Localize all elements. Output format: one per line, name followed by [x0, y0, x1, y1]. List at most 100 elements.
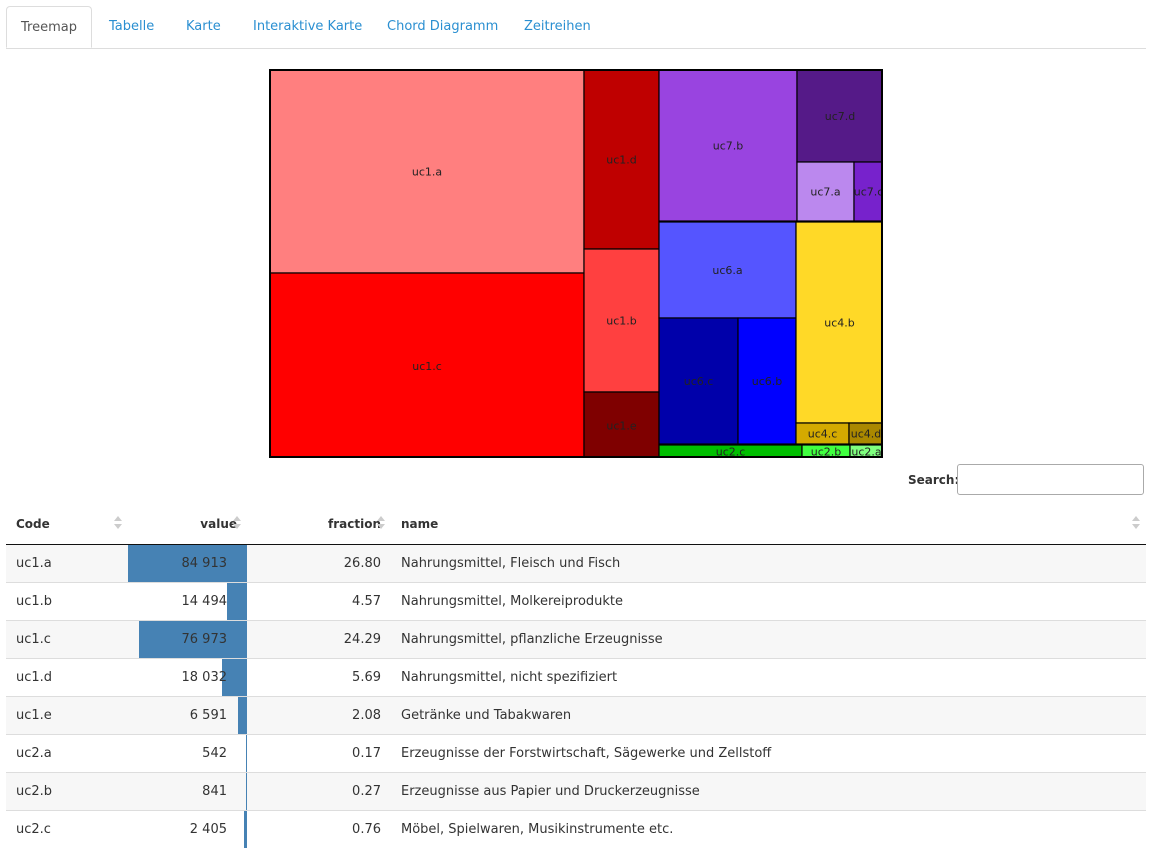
sort-icon: [114, 516, 122, 532]
treemap-cell-uc6-a[interactable]: uc6.a: [659, 222, 796, 318]
tab-zeitreihen[interactable]: Zeitreihen: [524, 6, 591, 48]
value-text: 542: [138, 746, 237, 761]
search-input[interactable]: [957, 464, 1144, 495]
tab-chord-diagramm[interactable]: Chord Diagramm: [387, 6, 498, 48]
name-cell: Erzeugnisse der Forstwirtschaft, Sägewer…: [391, 734, 1146, 772]
value-bar: [238, 697, 247, 734]
code-cell: uc2.c: [6, 810, 128, 848]
treemap-cell-label: uc7.d: [825, 110, 856, 123]
value-text: 841: [138, 784, 237, 799]
name-cell: Nahrungsmittel, Molkereiprodukte: [391, 582, 1146, 620]
treemap-cell-label: uc1.c: [412, 360, 442, 373]
code-cell: uc2.b: [6, 772, 128, 810]
fraction-cell: 24.29: [247, 620, 391, 658]
value-bar: [246, 773, 247, 810]
tab-karte[interactable]: Karte: [186, 6, 221, 48]
data-table: Code value fraction name uc1.a 84 913 26.8…: [6, 504, 1146, 848]
value-cell: 6 591: [128, 696, 247, 734]
treemap-cell-label: uc1.a: [412, 166, 442, 179]
treemap-cell-uc7-a[interactable]: uc7.a: [797, 162, 854, 221]
name-cell: Nahrungsmittel, Fleisch und Fisch: [391, 544, 1146, 582]
code-cell: uc1.c: [6, 620, 128, 658]
name-cell: Möbel, Spielwaren, Musikinstrumente etc.: [391, 810, 1146, 848]
value-cell: 84 913: [128, 544, 247, 582]
treemap-cell-label: uc4.b: [824, 317, 855, 330]
treemap-cell-label: uc6.b: [752, 375, 783, 388]
value-cell: 542: [128, 734, 247, 772]
tab-tabelle[interactable]: Tabelle: [109, 6, 154, 48]
treemap-cell-label: uc6.c: [684, 375, 714, 388]
value-cell: 18 032: [128, 658, 247, 696]
fraction-cell: 0.27: [247, 772, 391, 810]
tab-treemap[interactable]: Treemap: [6, 6, 92, 48]
value-text: 18 032: [138, 670, 237, 685]
fraction-cell: 26.80: [247, 544, 391, 582]
treemap-cell-uc1-e[interactable]: uc1.e: [584, 392, 659, 458]
fraction-cell: 4.57: [247, 582, 391, 620]
treemap-cell-uc6-b[interactable]: uc6.b: [738, 318, 796, 444]
tab-interaktive-karte[interactable]: Interaktive Karte: [253, 6, 362, 48]
name-cell: Nahrungsmittel, pflanzliche Erzeugnisse: [391, 620, 1146, 658]
treemap-cell-label: uc1.d: [606, 154, 637, 167]
value-text: 84 913: [138, 556, 237, 571]
treemap-cell-uc4-c[interactable]: uc4.c: [796, 423, 849, 444]
treemap-cell-uc6-c[interactable]: uc6.c: [659, 318, 738, 444]
treemap-cell-label: uc7.a: [810, 186, 840, 199]
treemap-cell-label: uc1.b: [606, 315, 637, 328]
treemap-cell-label: uc7.c: [854, 186, 883, 199]
column-header-value[interactable]: value: [128, 504, 247, 544]
treemap-cell-uc4-b[interactable]: uc4.b: [796, 222, 883, 423]
fraction-cell: 2.08: [247, 696, 391, 734]
treemap-cell-uc1-a[interactable]: uc1.a: [270, 70, 584, 273]
treemap-cell-label: uc1.e: [606, 420, 637, 433]
code-cell: uc1.b: [6, 582, 128, 620]
code-cell: uc1.a: [6, 544, 128, 582]
value-text: 76 973: [138, 632, 237, 647]
code-cell: uc2.a: [6, 734, 128, 772]
treemap-cell-label: uc4.d: [851, 428, 882, 441]
treemap-cell-uc1-b[interactable]: uc1.b: [584, 249, 659, 392]
treemap-cell-uc7-c[interactable]: uc7.c: [854, 162, 883, 221]
sort-icon: [1132, 516, 1140, 532]
value-cell: 2 405: [128, 810, 247, 848]
code-cell: uc1.d: [6, 658, 128, 696]
fraction-cell: 5.69: [247, 658, 391, 696]
code-cell: uc1.e: [6, 696, 128, 734]
value-cell: 841: [128, 772, 247, 810]
treemap-cell-label: uc4.c: [808, 428, 838, 441]
column-header-fraction[interactable]: fraction: [247, 504, 391, 544]
value-text: 14 494: [138, 594, 237, 609]
treemap-cell-label: uc7.b: [713, 140, 744, 153]
fraction-cell: 0.17: [247, 734, 391, 772]
table-header-row: Code value fraction name: [6, 504, 1146, 544]
column-header-name[interactable]: name: [391, 504, 1146, 544]
fraction-cell: 0.76: [247, 810, 391, 848]
treemap-cell-uc1-d[interactable]: uc1.d: [584, 70, 659, 249]
tab-bar: Treemap Tabelle Karte Interaktive Karte …: [6, 6, 1146, 49]
search-label: Search:: [908, 473, 959, 487]
value-cell: 76 973: [128, 620, 247, 658]
treemap-cell-uc7-b[interactable]: uc7.b: [659, 70, 797, 221]
treemap-cell-label: uc6.a: [712, 264, 742, 277]
value-bar: [244, 811, 247, 848]
column-header-code[interactable]: Code: [6, 504, 128, 544]
name-cell: Nahrungsmittel, nicht spezifiziert: [391, 658, 1146, 696]
value-bar: [246, 735, 247, 772]
name-cell: Erzeugnisse aus Papier und Druckerzeugni…: [391, 772, 1146, 810]
sort-icon: [233, 516, 241, 532]
treemap-cell-uc4-d[interactable]: uc4.d: [849, 423, 883, 444]
value-cell: 14 494: [128, 582, 247, 620]
treemap-cell-uc7-d[interactable]: uc7.d: [797, 70, 883, 162]
name-cell: Getränke und Tabakwaren: [391, 696, 1146, 734]
value-text: 2 405: [138, 822, 237, 837]
treemap-cell-uc1-c[interactable]: uc1.c: [270, 273, 584, 458]
value-text: 6 591: [138, 708, 237, 723]
